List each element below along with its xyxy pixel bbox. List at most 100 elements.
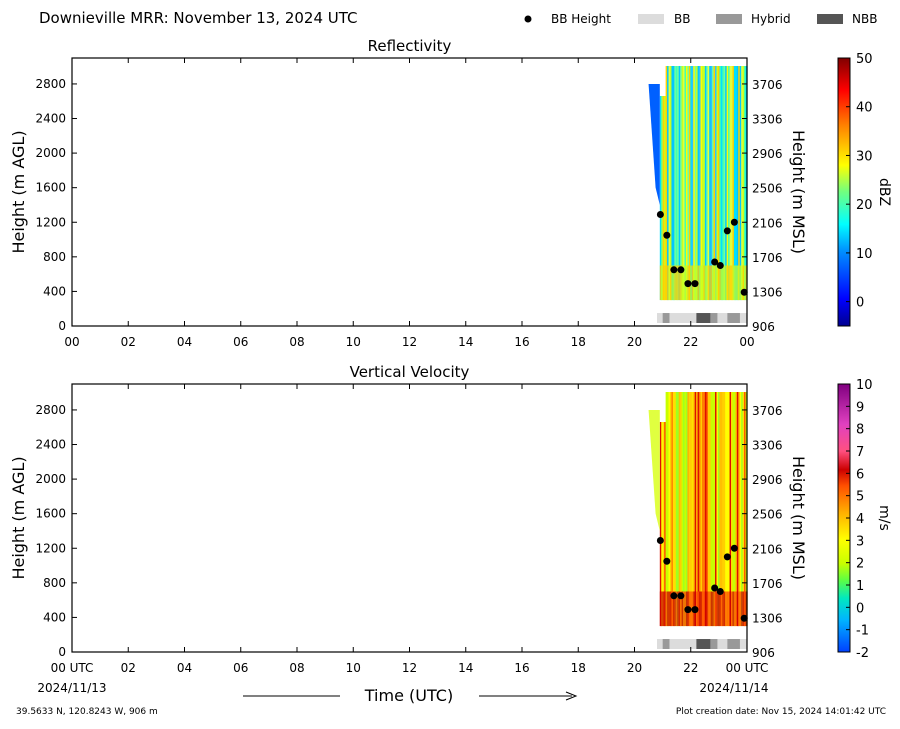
heatmap-cell	[741, 66, 744, 301]
heatmap-cell-lower	[725, 591, 728, 627]
heatmap-cell	[668, 66, 671, 301]
colorbar-tick-label: 9	[856, 400, 864, 415]
heatmap-cell	[700, 66, 703, 301]
heatmap-cell	[744, 66, 747, 301]
heatmap-cell-lower	[712, 591, 715, 627]
heatmap-cell-lower	[725, 265, 728, 301]
heatmap-cell-lower	[735, 591, 738, 627]
heatmap-cell	[720, 66, 723, 301]
heatmap-cell-lower	[728, 265, 731, 301]
heatmap-cell	[703, 66, 706, 301]
bb-status-segment	[717, 639, 728, 649]
heatmap-cell-lower	[704, 591, 707, 627]
heatmap-cell	[726, 66, 729, 301]
y2-tick-label: 1306	[752, 285, 783, 299]
colorbar-tick-label: 50	[856, 52, 873, 67]
y2-tick-label: 3306	[752, 113, 783, 127]
heatmap-cell-lower	[700, 591, 703, 627]
heatmap-cell-lower	[720, 265, 723, 301]
y-tick-label: 1200	[35, 215, 66, 229]
x-tick-label: 22	[683, 335, 698, 349]
legend-swatch-nbb	[817, 14, 843, 24]
heatmap-cell	[717, 392, 720, 627]
heatmap-cell	[697, 66, 700, 301]
heatmap-cell-lower	[733, 265, 736, 301]
heatmap-cell-lower	[732, 265, 735, 301]
heatmap-cell-lower	[742, 591, 745, 627]
heatmap-cell	[732, 392, 735, 627]
plot-creation-date: Plot creation date: Nov 15, 2024 14:01:4…	[676, 707, 886, 717]
y2-tick-label: 2506	[752, 182, 783, 196]
y-tick-label: 800	[43, 250, 66, 264]
heatmap-cell-lower	[729, 265, 732, 301]
x-tick-label: 12	[402, 661, 417, 675]
heatmap-cell-lower	[728, 591, 731, 627]
bb-status-segment	[662, 639, 670, 649]
x-tick-label: 00	[64, 335, 79, 349]
heatmap-cell	[678, 392, 681, 627]
heatmap-cell-lower	[681, 265, 684, 301]
heatmap-cell	[694, 66, 697, 301]
heatmap-cell-lower	[704, 265, 707, 301]
bb-height-point	[656, 536, 664, 544]
heatmap-cell	[725, 66, 728, 301]
heatmap-cell	[732, 66, 735, 301]
bb-status-segment	[739, 639, 747, 649]
heatmap-cell	[710, 66, 713, 301]
heatmap-cell	[707, 66, 710, 301]
bb-height-point	[663, 557, 671, 565]
heatmap-cell-lower	[661, 265, 664, 301]
panel-title: Vertical Velocity	[350, 363, 470, 381]
heatmap-cell-lower	[715, 265, 718, 301]
heatmap-cell-lower	[717, 265, 720, 301]
heatmap-cell	[744, 392, 747, 627]
heatmap-cell	[668, 392, 671, 627]
colorbar-tick-label: 4	[856, 512, 864, 527]
heatmap-cell	[665, 392, 668, 627]
heatmap-cell	[669, 392, 673, 627]
heatmap-cell-lower	[667, 265, 670, 301]
y2-tick-label: 2906	[752, 473, 783, 487]
y2-tick-label: 1706	[752, 251, 783, 265]
header-legend: BB Height BB Hybrid NBB	[524, 12, 877, 26]
heatmap-cell	[672, 66, 675, 301]
x-tick-label: 00	[739, 335, 754, 349]
heatmap-cell-lower	[706, 591, 709, 627]
y-tick-label: 400	[43, 284, 66, 298]
y2-tick-label: 3306	[752, 439, 783, 453]
heatmap-cell-lower	[713, 265, 716, 301]
heatmap-cell	[680, 66, 683, 301]
heatmap-cell	[661, 422, 664, 627]
colorbar-tick-label: 2	[856, 557, 864, 572]
heatmap-cell-lower	[665, 591, 668, 627]
y-tick-label: 2000	[35, 472, 66, 486]
y-tick-label: 800	[43, 576, 66, 590]
station-location: 39.5633 N, 120.8243 W, 906 m	[16, 707, 158, 717]
y2-tick-label: 906	[752, 646, 775, 660]
x-tick-label: 22	[683, 661, 698, 675]
heatmap-cell	[715, 392, 718, 627]
heatmap-cell	[735, 66, 738, 301]
heatmap-cell	[684, 392, 687, 627]
heatmap-cell-lower	[668, 591, 671, 627]
heatmap-cell	[728, 66, 731, 301]
start-date: 2024/11/13	[37, 681, 106, 695]
x-tick-label: 00 UTC	[726, 661, 769, 675]
bb-height-point	[723, 553, 731, 561]
heatmap-cell-lower	[675, 591, 678, 627]
bb-status-segment	[669, 313, 697, 323]
heatmap-cell-lower	[672, 591, 675, 627]
heatmap-cell	[681, 66, 684, 301]
colorbar-tick-label: 30	[856, 149, 873, 164]
heatmap-cell	[674, 66, 677, 301]
bb-status-segment	[710, 639, 718, 649]
x-tick-label: 12	[402, 335, 417, 349]
heatmap-cell	[706, 392, 709, 627]
heatmap-cell	[677, 66, 680, 301]
heatmap-cell	[662, 422, 665, 627]
heatmap-cell-lower	[716, 591, 719, 627]
y2-tick-label: 906	[752, 320, 775, 334]
heatmap-cell-lower	[661, 591, 664, 627]
heatmap-cell-lower	[717, 591, 720, 627]
